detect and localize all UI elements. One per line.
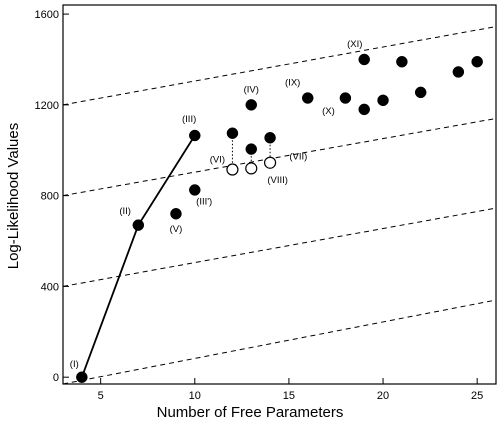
annotation-label-3: (III): [182, 114, 196, 125]
filled-point-3: [170, 208, 182, 220]
filled-point-10: [301, 92, 314, 104]
filled-point-12: [358, 103, 370, 116]
annotation-label-10: (IX): [285, 78, 300, 89]
solid-line-group: [80, 135, 196, 378]
annotation-label-5: (IV): [244, 84, 259, 95]
x-axis-title: Number of Free Parameters: [157, 404, 344, 421]
y-axis-title: Log-Likelihood Values: [5, 123, 22, 270]
x-tick-label-5: 5: [98, 390, 104, 402]
filled-point-17: [452, 66, 465, 78]
annotation-label-8: (VII): [289, 151, 307, 162]
annotation-label-6: (V): [170, 224, 183, 235]
data-points: [76, 53, 483, 383]
filled-point-8: [245, 99, 258, 111]
reference-line-2: [62, 207, 497, 287]
y-tick-label-400: 400: [41, 281, 59, 293]
filled-point-18: [471, 55, 483, 68]
annotation-label-1: (I): [70, 359, 79, 370]
y-tick-label-0: 0: [53, 372, 59, 384]
point-annotations: (I) (II) (III) (III') (IV) (V) (VI) (VII) (VIII)…: [70, 39, 363, 370]
annotation-label-7: (VI): [210, 155, 225, 166]
reference-line-4: [62, 26, 497, 106]
filled-point-2: [132, 219, 145, 231]
x-tick-label-10: 10: [189, 390, 201, 402]
filled-point-6: [226, 127, 239, 139]
reference-line-1: [62, 299, 497, 385]
x-tick-label-15: 15: [283, 390, 295, 402]
y-axis-ticks: 0 400 800 1200 1600: [35, 9, 69, 384]
filled-point-7: [245, 143, 258, 155]
solid-connecting-line: [80, 135, 196, 378]
plot-frame: [62, 4, 497, 385]
filled-point-4: [189, 184, 201, 196]
filled-point-9: [264, 132, 276, 144]
y-tick-label-1600: 1600: [35, 9, 59, 21]
filled-point-1: [76, 371, 88, 383]
annotation-label-9: (VIII): [267, 175, 288, 186]
y-tick-label-800: 800: [41, 191, 59, 203]
open-point-2: [245, 162, 258, 175]
filled-point-5: [189, 129, 201, 142]
filled-point-15: [396, 55, 408, 68]
filled-point-13: [358, 53, 370, 66]
filled-point-11: [339, 92, 352, 104]
x-axis-ticks: 5 10 15 20 25: [98, 378, 483, 402]
y-tick-label-1200: 1200: [35, 100, 59, 112]
reference-line-3: [62, 117, 497, 197]
annotation-label-2: (II): [119, 206, 131, 217]
x-tick-label-20: 20: [377, 390, 389, 402]
annotation-label-11: (X): [322, 106, 335, 117]
open-point-3: [263, 156, 277, 169]
open-point-1: [226, 163, 239, 176]
annotation-label-4: (III'): [196, 197, 212, 208]
x-tick-label-25: 25: [471, 390, 483, 402]
filled-point-14: [377, 94, 389, 107]
reference-lines: [62, 26, 497, 385]
filled-point-16: [414, 86, 427, 99]
annotation-label-12: (XI): [347, 39, 362, 50]
